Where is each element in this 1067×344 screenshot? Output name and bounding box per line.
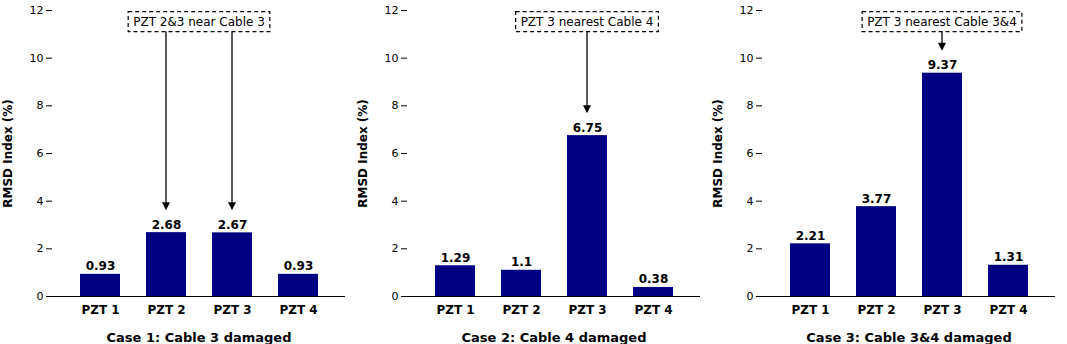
svg-text:Case 3: Cable 3&4 damaged: Case 3: Cable 3&4 damaged — [806, 330, 1011, 344]
svg-text:PZT 3: PZT 3 — [923, 303, 961, 317]
svg-text:PZT 3 nearest Cable 4: PZT 3 nearest Cable 4 — [521, 15, 654, 29]
svg-text:PZT 3: PZT 3 — [213, 303, 251, 317]
svg-text:2.68: 2.68 — [152, 218, 182, 232]
svg-text:2.67: 2.67 — [218, 218, 248, 232]
svg-text:2.21: 2.21 — [796, 229, 826, 243]
svg-text:8: 8 — [37, 99, 44, 112]
svg-text:2: 2 — [392, 242, 399, 255]
svg-text:PZT 4: PZT 4 — [989, 303, 1027, 317]
svg-text:3.77: 3.77 — [862, 192, 892, 206]
svg-text:0.93: 0.93 — [86, 259, 116, 273]
svg-text:PZT 4: PZT 4 — [634, 303, 672, 317]
svg-text:2: 2 — [37, 242, 44, 255]
svg-text:PZT 2: PZT 2 — [502, 303, 540, 317]
svg-text:Case 1: Cable 3 damaged: Case 1: Cable 3 damaged — [107, 330, 292, 344]
svg-text:12: 12 — [30, 4, 44, 17]
svg-text:PZT 2: PZT 2 — [147, 303, 185, 317]
svg-text:PZT 3 nearest Cable 3&4: PZT 3 nearest Cable 3&4 — [867, 15, 1017, 29]
svg-text:0.38: 0.38 — [639, 272, 669, 286]
svg-text:1.1: 1.1 — [511, 255, 532, 269]
svg-text:0: 0 — [747, 290, 754, 303]
svg-text:6: 6 — [392, 147, 399, 160]
svg-text:6.75: 6.75 — [573, 121, 603, 135]
svg-text:PZT 1: PZT 1 — [791, 303, 829, 317]
svg-text:4: 4 — [747, 195, 754, 208]
svg-text:RMSD Index (%): RMSD Index (%) — [356, 99, 370, 208]
svg-text:0: 0 — [392, 290, 399, 303]
svg-text:6: 6 — [747, 147, 754, 160]
svg-text:RMSD Index (%): RMSD Index (%) — [711, 99, 725, 208]
svg-text:1.31: 1.31 — [994, 250, 1024, 264]
svg-text:10: 10 — [740, 52, 754, 65]
svg-text:6: 6 — [37, 147, 44, 160]
svg-text:Case 2: Cable 4 damaged: Case 2: Cable 4 damaged — [462, 330, 647, 344]
svg-text:2: 2 — [747, 242, 754, 255]
svg-text:PZT 1: PZT 1 — [436, 303, 474, 317]
svg-text:0: 0 — [37, 290, 44, 303]
svg-text:9.37: 9.37 — [928, 58, 958, 72]
svg-text:PZT 3: PZT 3 — [568, 303, 606, 317]
svg-text:RMSD Index (%): RMSD Index (%) — [1, 99, 15, 208]
svg-text:8: 8 — [392, 99, 399, 112]
svg-text:12: 12 — [740, 4, 754, 17]
svg-text:12: 12 — [385, 4, 399, 17]
svg-text:4: 4 — [392, 195, 399, 208]
svg-text:1.29: 1.29 — [441, 251, 471, 265]
svg-text:8: 8 — [747, 99, 754, 112]
svg-text:PZT 2: PZT 2 — [857, 303, 895, 317]
svg-text:0.93: 0.93 — [284, 259, 314, 273]
svg-text:4: 4 — [37, 195, 44, 208]
svg-text:10: 10 — [385, 52, 399, 65]
svg-text:PZT 4: PZT 4 — [279, 303, 317, 317]
svg-text:PZT 2&3 near Cable 3: PZT 2&3 near Cable 3 — [133, 15, 265, 29]
svg-text:10: 10 — [30, 52, 44, 65]
svg-text:PZT 1: PZT 1 — [81, 303, 119, 317]
